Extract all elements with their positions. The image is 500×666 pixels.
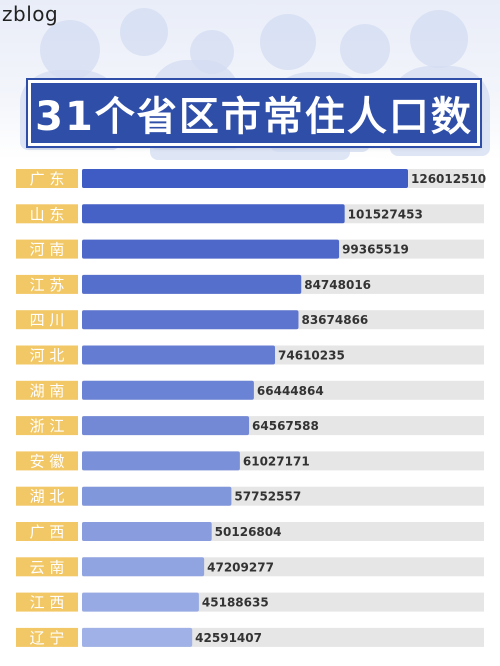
- bar: [82, 310, 299, 330]
- category-label-bg: [16, 557, 78, 577]
- data-label: 50126804: [215, 525, 282, 539]
- category-label: 河 南: [30, 241, 65, 259]
- category-label-bg: [16, 486, 78, 506]
- data-label: 42591407: [195, 631, 262, 645]
- bar-row: 湖 南 66444864: [16, 380, 484, 400]
- data-label: 101527453: [348, 207, 423, 221]
- category-label: 河 北: [30, 347, 65, 365]
- data-label: 47209277: [207, 560, 274, 574]
- bar-row: 广 东 126012510: [16, 169, 486, 188]
- bar-row: 浙 江 64567588: [16, 416, 484, 436]
- bar-row: 江 西 45188635: [16, 592, 484, 612]
- people-silhouette-icon: [260, 14, 316, 70]
- data-label: 83674866: [301, 313, 368, 327]
- data-label: 99365519: [342, 243, 409, 257]
- data-label: 74610235: [278, 349, 345, 363]
- category-label: 辽 宁: [30, 629, 65, 647]
- chart-title-box: 31个省区市常住人口数: [26, 78, 482, 148]
- category-label: 湖 南: [30, 382, 65, 400]
- bar-row: 河 南 99365519: [16, 239, 484, 259]
- bar-row: 山 东 101527453: [16, 204, 484, 224]
- data-label: 64567588: [252, 419, 319, 433]
- category-label-bg: [16, 310, 78, 330]
- bar: [82, 345, 276, 365]
- data-label: 84748016: [304, 278, 371, 292]
- bar: [82, 557, 205, 577]
- people-silhouette-icon: [120, 8, 168, 56]
- bar: [82, 522, 212, 541]
- bar-row: 广 西 50126804: [16, 522, 484, 541]
- category-label-bg: [16, 451, 78, 471]
- category-label: 浙 江: [30, 417, 65, 435]
- category-label-bg: [16, 592, 78, 612]
- bar: [82, 416, 250, 436]
- category-label: 山 东: [30, 205, 65, 223]
- category-label-bg: [16, 522, 78, 541]
- category-label: 江 苏: [30, 276, 65, 294]
- bar: [82, 451, 240, 471]
- category-label: 广 东: [30, 170, 65, 188]
- category-label: 广 西: [30, 523, 65, 541]
- category-label-bg: [16, 274, 78, 294]
- watermark: zblog: [2, 2, 59, 26]
- people-silhouette-icon: [410, 10, 468, 68]
- bar: [82, 274, 302, 294]
- data-label: 57752557: [234, 490, 301, 504]
- data-label: 126012510: [411, 172, 486, 186]
- category-label-bg: [16, 345, 78, 365]
- category-label-bg: [16, 204, 78, 224]
- data-label: 45188635: [202, 596, 269, 610]
- category-label: 四 川: [30, 311, 65, 329]
- category-label-bg: [16, 169, 78, 188]
- bar-row: 湖 北 57752557: [16, 486, 484, 506]
- people-silhouette-icon: [340, 24, 390, 74]
- bar-row: 辽 宁 42591407: [16, 627, 484, 647]
- bar: [82, 204, 345, 224]
- bar-chart: 广 东 126012510 山 东 101527453 河 南 99365519 江 苏 84…: [16, 169, 486, 647]
- data-label: 66444864: [257, 384, 324, 398]
- category-label-bg: [16, 416, 78, 436]
- bar-row: 河 北 74610235: [16, 345, 484, 365]
- bar: [82, 592, 199, 612]
- bar: [82, 627, 193, 647]
- bar-row: 江 苏 84748016: [16, 274, 484, 294]
- bar: [82, 380, 254, 400]
- bar-row: 云 南 47209277: [16, 557, 484, 577]
- category-label-bg: [16, 380, 78, 400]
- chart-title: 31个省区市常住人口数: [35, 94, 473, 140]
- category-label-bg: [16, 627, 78, 647]
- category-label: 湖 北: [30, 488, 65, 506]
- bar: [82, 239, 340, 259]
- category-label: 安 徽: [30, 452, 65, 470]
- category-label-bg: [16, 239, 78, 259]
- data-label: 61027171: [243, 454, 310, 468]
- bar: [82, 169, 408, 188]
- category-label: 云 南: [30, 558, 65, 576]
- bar-row: 安 徽 61027171: [16, 451, 484, 471]
- category-label: 江 西: [30, 594, 65, 612]
- bar-row: 四 川 83674866: [16, 310, 484, 330]
- bar: [82, 486, 232, 506]
